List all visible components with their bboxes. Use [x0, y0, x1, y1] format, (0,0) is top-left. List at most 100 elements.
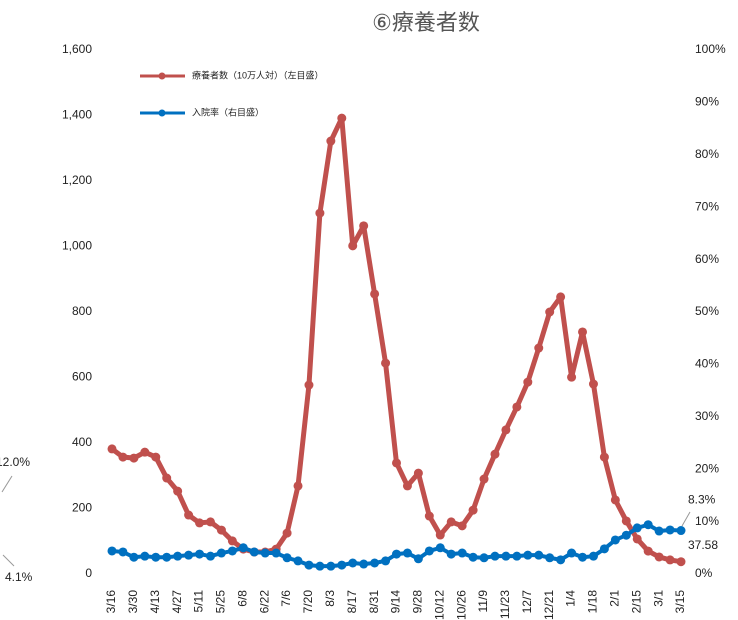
y2-tick-label: 20% — [695, 461, 719, 475]
data-point — [621, 530, 631, 540]
data-point — [129, 552, 139, 562]
data-point — [381, 556, 391, 566]
data-point — [249, 547, 259, 557]
leader-line — [681, 511, 691, 527]
data-point — [578, 327, 588, 337]
x-tick-label: 1/18 — [586, 590, 600, 614]
y-tick-label: 0 — [85, 566, 92, 580]
x-tick-label: 6/8 — [235, 590, 249, 607]
data-point — [216, 548, 226, 558]
data-point — [599, 544, 609, 554]
x-tick-label: 10/26 — [454, 590, 468, 620]
y2-tick-label: 80% — [695, 147, 719, 161]
data-label: 37.58 — [688, 538, 718, 552]
x-tick-label: 1/4 — [564, 590, 578, 607]
data-point — [446, 517, 456, 527]
data-point — [435, 530, 445, 540]
data-point — [490, 551, 500, 561]
data-point — [129, 453, 139, 463]
data-point — [271, 548, 281, 558]
data-point — [654, 552, 664, 562]
data-point — [512, 551, 522, 561]
x-tick-label: 7/20 — [301, 590, 315, 614]
x-tick-label: 7/6 — [279, 590, 293, 607]
x-tick-label: 12/21 — [542, 590, 556, 620]
data-point — [260, 548, 270, 558]
y2-tick-label: 40% — [695, 357, 719, 371]
x-tick-label: 3/1 — [651, 590, 665, 607]
data-point — [435, 543, 445, 553]
data-point — [479, 474, 489, 484]
data-point — [632, 523, 642, 533]
data-point — [107, 546, 117, 556]
data-point — [359, 221, 369, 231]
data-point — [567, 372, 577, 382]
data-point — [523, 550, 533, 560]
data-point — [632, 534, 642, 544]
y-tick-label: 1,600 — [62, 42, 92, 56]
x-tick-label: 4/27 — [170, 590, 184, 614]
data-point — [402, 481, 412, 491]
data-point — [468, 552, 478, 562]
data-point — [337, 113, 347, 123]
y2-tick-label: 70% — [695, 199, 719, 213]
data-point — [588, 551, 598, 561]
data-point — [293, 556, 303, 566]
legend-marker — [158, 72, 166, 80]
data-point — [282, 528, 292, 538]
legend-label: 入院率（右目盛） — [192, 106, 264, 117]
data-point — [446, 549, 456, 559]
data-point — [413, 468, 423, 478]
data-point — [457, 548, 467, 558]
data-point — [424, 546, 434, 556]
data-point — [479, 553, 489, 563]
data-point — [205, 517, 215, 527]
data-point — [293, 481, 303, 491]
data-point — [326, 136, 336, 146]
data-point — [140, 551, 150, 561]
data-point — [599, 452, 609, 462]
x-tick-label: 10/12 — [432, 590, 446, 620]
data-point — [621, 516, 631, 526]
data-point — [337, 560, 347, 570]
data-point — [643, 520, 653, 530]
series-line — [110, 115, 682, 565]
data-point — [359, 559, 369, 569]
data-point — [315, 208, 325, 218]
data-point — [370, 289, 380, 299]
y-tick-label: 400 — [72, 435, 92, 449]
data-point — [392, 458, 401, 468]
legend-label: 療養者数（10万人対）（左目盛） — [192, 69, 324, 80]
data-point — [610, 535, 620, 545]
data-point — [184, 510, 194, 520]
data-point — [424, 511, 434, 521]
leader-line — [1, 475, 13, 493]
y-tick-label: 800 — [72, 304, 92, 318]
data-point — [315, 561, 325, 571]
data-point — [523, 377, 533, 387]
data-point — [151, 552, 161, 562]
data-point — [534, 550, 544, 560]
data-point — [140, 447, 150, 457]
data-point — [556, 555, 566, 565]
data-point — [665, 555, 675, 565]
data-point — [282, 553, 292, 563]
x-tick-label: 8/17 — [345, 590, 359, 614]
data-point — [468, 505, 478, 515]
data-point — [413, 554, 423, 564]
y2-tick-label: 90% — [695, 95, 719, 109]
data-point — [227, 546, 237, 556]
data-point — [676, 557, 686, 567]
y-tick-label: 1,200 — [62, 173, 92, 187]
data-point — [195, 518, 205, 528]
x-tick-label: 2/15 — [629, 590, 643, 614]
data-point — [457, 521, 467, 531]
y2-tick-label: 50% — [695, 304, 719, 318]
x-tick-label: 6/22 — [257, 590, 271, 614]
x-tick-label: 3/30 — [126, 590, 140, 614]
data-point — [162, 473, 172, 483]
data-point — [381, 358, 391, 368]
data-point — [643, 546, 653, 556]
